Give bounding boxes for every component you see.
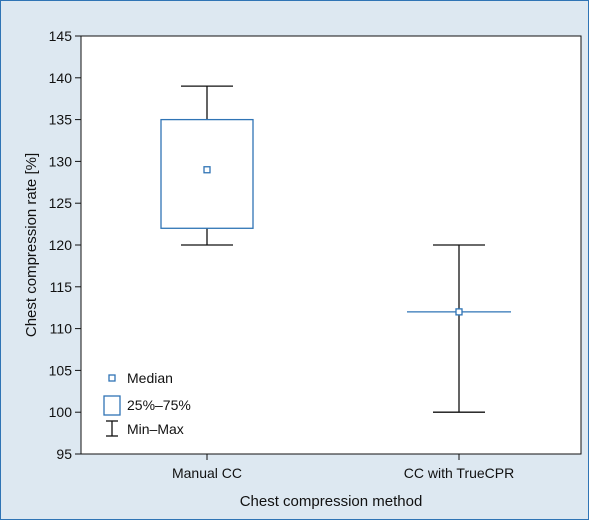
plot-area (80, 35, 582, 455)
legend-label: Min–Max (127, 421, 184, 437)
x-tick-label: CC with TrueCPR (404, 465, 514, 481)
y-tick-label: 110 (50, 321, 73, 337)
legend-label: 25%–75% (127, 397, 191, 413)
legend: Median 25%–75% Min–Max (103, 370, 191, 437)
median-marker (455, 308, 463, 316)
x-axis: Manual CC CC with TrueCPR (172, 454, 514, 481)
median-marker (203, 166, 211, 174)
y-tick-label: 140 (49, 70, 73, 86)
x-tick-label: Manual CC (172, 465, 242, 481)
x-axis-title: Chest compression method (240, 493, 423, 510)
y-axis-title: Chest compression rate [%] (23, 153, 40, 337)
y-tick-label: 115 (50, 279, 73, 295)
y-axis: 95 100 105 110 115 120 125 130 135 140 145 (49, 28, 81, 462)
box-series (160, 85, 511, 413)
legend-label: Median (127, 370, 173, 386)
iqr-box (160, 118, 254, 229)
y-tick-label: 125 (49, 195, 73, 211)
y-tick-label: 100 (49, 404, 73, 420)
legend-box-symbol (103, 395, 121, 416)
y-tick-label: 130 (49, 153, 73, 169)
y-tick-label: 135 (49, 112, 73, 128)
legend-median-symbol (108, 374, 116, 382)
y-tick-label: 145 (49, 28, 73, 44)
y-tick-label: 105 (49, 362, 73, 378)
y-tick-label: 120 (49, 237, 73, 253)
box-group (407, 244, 511, 413)
box-group (160, 85, 254, 246)
y-tick-label: 95 (56, 446, 72, 462)
